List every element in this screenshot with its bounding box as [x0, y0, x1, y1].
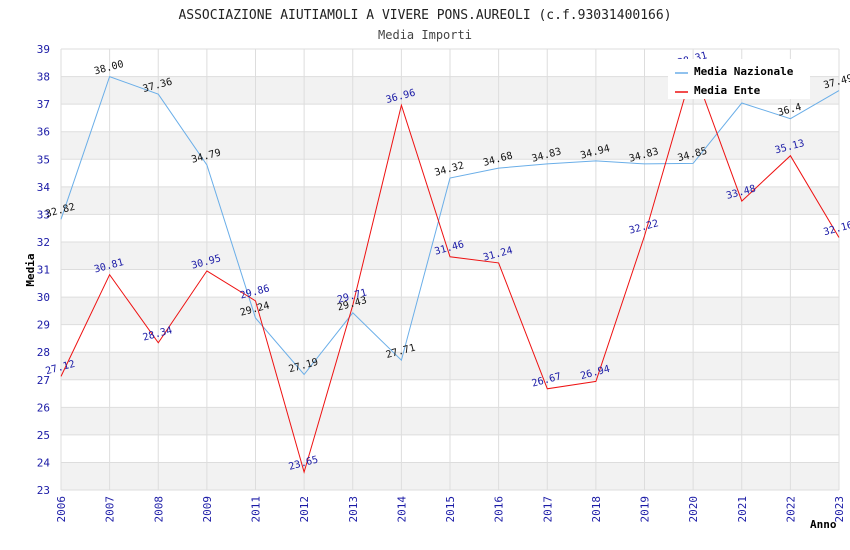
x-tick-label: 2008 — [152, 496, 165, 523]
y-tick-label: 26 — [37, 401, 50, 414]
x-tick-label: 2009 — [201, 496, 214, 523]
data-label-ente: 32.22 — [628, 218, 660, 236]
x-tick-label: 2017 — [541, 496, 554, 523]
y-tick-label: 30 — [37, 291, 50, 304]
x-tick-label: 2014 — [395, 496, 408, 523]
y-tick-label: 38 — [37, 71, 50, 84]
y-tick-label: 28 — [37, 346, 50, 359]
x-tick-label: 2016 — [493, 496, 506, 523]
y-tick-label: 25 — [37, 429, 50, 442]
gridlines — [60, 48, 840, 491]
x-tick-label: 2021 — [736, 496, 749, 523]
y-tick-label: 36 — [37, 126, 50, 139]
series-line-ente — [60, 66, 840, 474]
y-tick-label: 37 — [37, 98, 50, 111]
y-tick-label: 34 — [37, 181, 51, 194]
legend-label-nazionale: Media Nazionale — [694, 65, 794, 78]
data-label-ente: 28.34 — [142, 325, 174, 343]
x-tick-label: 2019 — [639, 496, 652, 523]
y-tick-label: 29 — [37, 319, 50, 332]
x-tick-label: 2007 — [104, 496, 117, 523]
data-label-nazionale: 32.82 — [44, 202, 76, 220]
x-tick-label: 2006 — [55, 496, 68, 523]
legend: Media Nazionale Media Ente — [668, 59, 810, 99]
x-axis-label: Anno — [810, 518, 837, 531]
y-tick-label: 32 — [37, 236, 50, 249]
x-tick-label: 2022 — [784, 496, 797, 523]
x-tick-label: 2015 — [444, 496, 457, 523]
y-tick-label: 24 — [37, 456, 51, 469]
y-tick-label: 27 — [37, 374, 50, 387]
y-tick-label: 23 — [37, 484, 50, 497]
y-tick-label: 35 — [37, 153, 50, 166]
chart-title: ASSOCIAZIONE AIUTIAMOLI A VIVERE PONS.AU… — [178, 8, 671, 23]
series-lines — [60, 66, 840, 474]
legend-label-ente: Media Ente — [694, 84, 761, 97]
y-tick-label: 31 — [37, 264, 50, 277]
legend-box — [668, 59, 810, 99]
x-tick-label: 2013 — [347, 496, 360, 523]
x-axis-ticks: 2006 2007 2008 2009 2011 2012 2013 2014 2015 2016… — [55, 496, 846, 523]
y-tick-label: 33 — [37, 208, 50, 221]
x-tick-label: 2012 — [298, 496, 311, 523]
chart-subtitle: Media Importi — [378, 28, 472, 42]
data-label-ente: 32.16 — [822, 220, 850, 238]
x-tick-label: 2020 — [687, 496, 700, 523]
x-tick-label: 2018 — [590, 496, 603, 523]
x-tick-label: 2011 — [250, 496, 263, 523]
y-axis-ticks: 23 24 25 26 27 28 29 30 31 32 33 34 35 36 37 38 39 — [37, 43, 51, 497]
y-axis-label: Media — [24, 253, 37, 286]
data-label-nazionale: 38.00 — [93, 59, 125, 77]
series-line-nazionale — [60, 75, 840, 376]
x-tick-label: 2023 — [833, 496, 846, 523]
y-tick-label: 39 — [37, 43, 50, 56]
